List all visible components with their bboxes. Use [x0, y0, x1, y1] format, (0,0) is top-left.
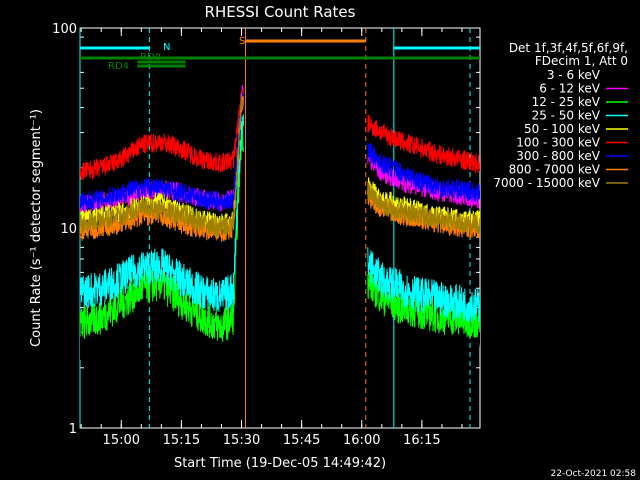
y-tick-label: 1: [69, 422, 77, 437]
x-tick-label: 16:00: [343, 433, 380, 448]
y-tick-label: 10: [60, 222, 77, 237]
y-tick-label: 100: [52, 22, 77, 37]
legend-header-line-2: FDecim 1, Att 0: [535, 54, 628, 68]
legend-label: 50 - 100 keV: [524, 122, 601, 136]
y-axis-label: Count Rate (s⁻¹ detector segment⁻¹): [29, 109, 44, 347]
flag-label-rd4: RD4: [108, 61, 129, 72]
legend-label: 6 - 12 keV: [539, 82, 601, 96]
x-tick-label: 15:15: [163, 433, 200, 448]
series-line: [80, 92, 480, 212]
legend-label: 7000 - 15000 keV: [493, 176, 600, 190]
footer-timestamp: 22-Oct-2021 02:58: [551, 469, 637, 479]
series-line: [80, 114, 480, 323]
series-line: [80, 94, 480, 237]
legend-label: 100 - 300 keV: [516, 136, 600, 150]
series-line: [80, 119, 480, 343]
legend: Det 1f,3f,4f,5f,6f,9f, FDecim 1, Att 0 3…: [493, 41, 628, 190]
legend-label: 25 - 50 keV: [532, 109, 601, 123]
x-axis-label: Start Time (19-Dec-05 14:49:42): [174, 456, 386, 471]
flag-label-rd0: RD0: [140, 52, 161, 63]
series-line: [80, 95, 480, 242]
chart-title: RHESSI Count Rates: [205, 3, 356, 21]
legend-label: 800 - 7000 keV: [509, 163, 601, 177]
x-tick-label: 15:45: [283, 433, 320, 448]
x-tick-label: 16:15: [403, 433, 440, 448]
x-tick-label: 15:00: [103, 433, 140, 448]
legend-label: 3 - 6 keV: [547, 68, 601, 82]
x-tick-label: 15:30: [223, 433, 260, 448]
legend-label: 300 - 800 keV: [516, 149, 600, 163]
series-group: [80, 76, 480, 360]
legend-header-line-1: Det 1f,3f,4f,5f,6f,9f,: [509, 41, 628, 55]
series-line: [80, 89, 480, 181]
flag-label-n: N: [163, 42, 170, 53]
flag-label-s: S: [239, 36, 245, 47]
legend-label: 12 - 25 keV: [532, 95, 601, 109]
plot-frame: [79, 27, 481, 429]
